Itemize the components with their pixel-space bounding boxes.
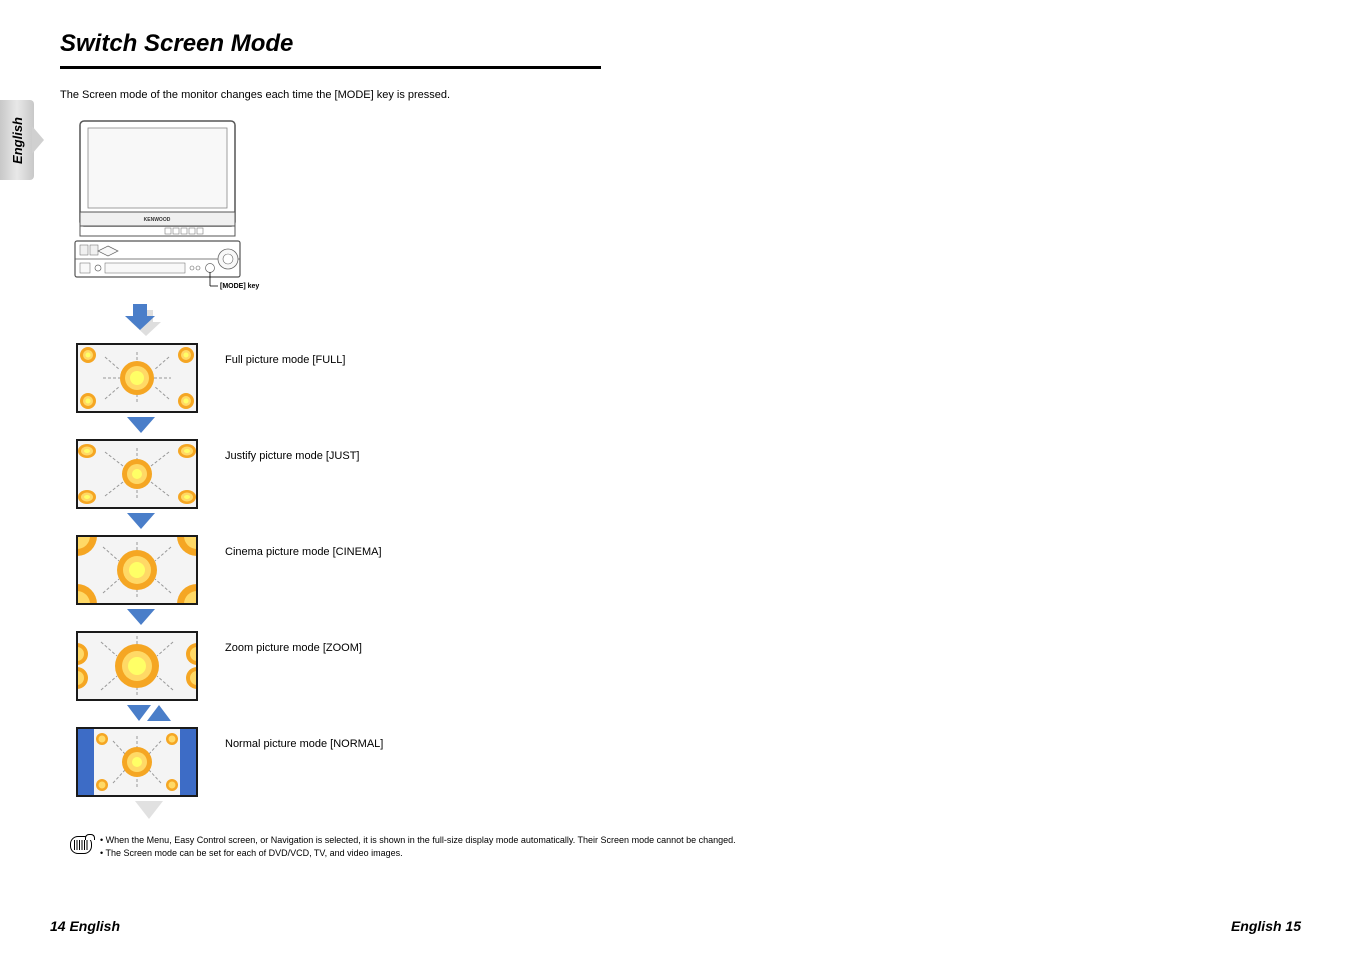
notes-section: • When the Menu, Easy Control screen, or… bbox=[70, 834, 1301, 859]
mode-thumb-zoom bbox=[75, 630, 205, 705]
mode-label-normal: Normal picture mode [NORMAL] bbox=[225, 738, 383, 750]
flow-arrow bbox=[125, 415, 1301, 440]
note-2: • The Screen mode can be set for each of… bbox=[100, 847, 736, 860]
note-1: • When the Menu, Easy Control screen, or… bbox=[100, 834, 736, 847]
mode-row-normal: Normal picture mode [NORMAL] bbox=[75, 726, 1301, 801]
mode-thumb-cinema bbox=[75, 534, 205, 609]
mode-label-zoom: Zoom picture mode [ZOOM] bbox=[225, 642, 362, 654]
mode-row-cinema: Cinema picture mode [CINEMA] bbox=[75, 534, 1301, 609]
mode-label-cinema: Cinema picture mode [CINEMA] bbox=[225, 546, 382, 558]
mode-label-just: Justify picture mode [JUST] bbox=[225, 450, 360, 462]
footer-left: 14 English bbox=[50, 918, 120, 934]
mode-thumb-normal bbox=[75, 726, 205, 801]
page-title: Switch Screen Mode bbox=[60, 30, 1301, 58]
flow-arrow bbox=[125, 607, 1301, 632]
note-icon bbox=[70, 836, 92, 854]
intro-text: The Screen mode of the monitor changes e… bbox=[60, 89, 1301, 101]
mode-label-full: Full picture mode [FULL] bbox=[225, 354, 345, 366]
flow-arrow-shadow bbox=[133, 799, 1301, 826]
flow-arrow bbox=[125, 304, 1301, 344]
flow-arrow-loop bbox=[125, 703, 1301, 728]
title-rule bbox=[60, 66, 601, 69]
flow-arrow bbox=[125, 511, 1301, 536]
mode-row-zoom: Zoom picture mode [ZOOM] bbox=[75, 630, 1301, 705]
modes-section: Full picture mode [FULL] Justify picture bbox=[75, 304, 1301, 826]
mode-thumb-just bbox=[75, 438, 205, 513]
footer-right: English 15 bbox=[1231, 918, 1301, 934]
mode-thumb-full bbox=[75, 342, 205, 417]
device-illustration: KENWOOD bbox=[70, 116, 1301, 296]
language-tab: English bbox=[0, 100, 34, 180]
mode-row-full: Full picture mode [FULL] bbox=[75, 342, 1301, 417]
brand-label: KENWOOD bbox=[144, 217, 171, 223]
mode-row-just: Justify picture mode [JUST] bbox=[75, 438, 1301, 513]
language-tab-label: English bbox=[10, 117, 25, 164]
mode-key-label: [MODE] key bbox=[220, 283, 259, 290]
